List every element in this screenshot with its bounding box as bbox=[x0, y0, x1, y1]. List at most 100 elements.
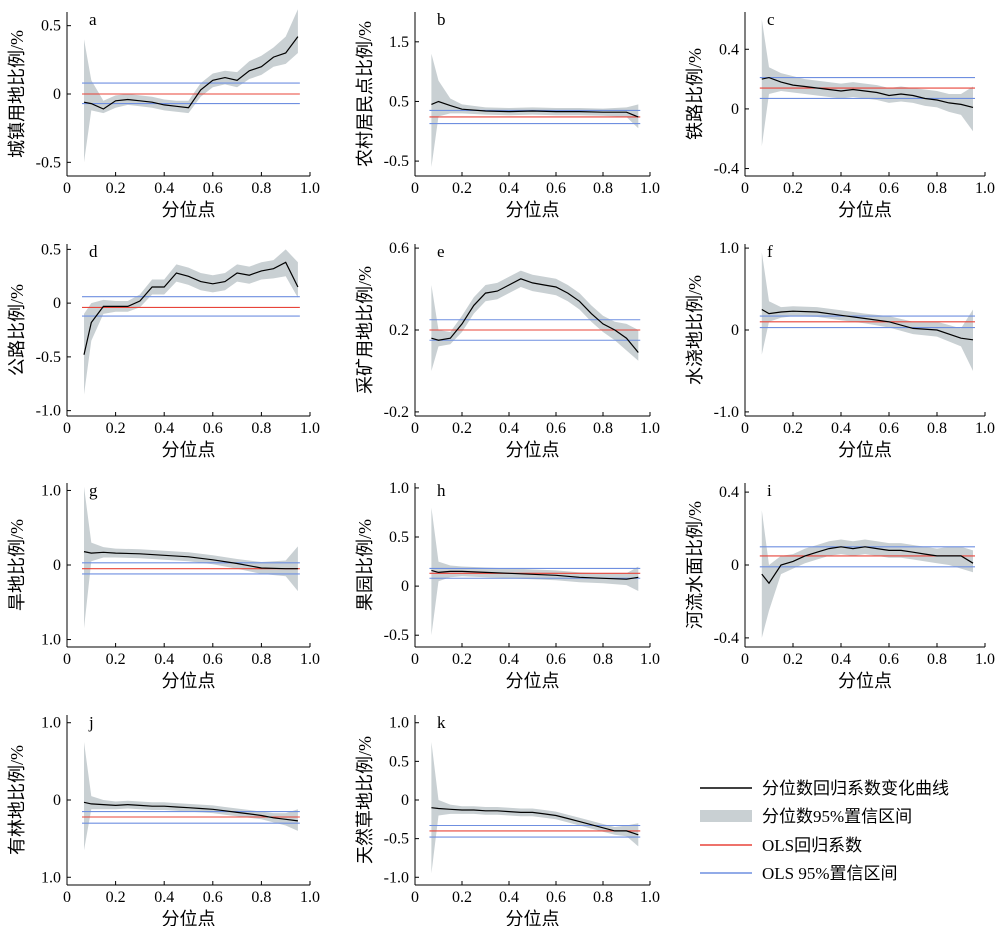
panel-a-x-tick-label: 0.8 bbox=[251, 180, 271, 197]
panel-k-y-tick-label: -0.5 bbox=[384, 831, 409, 848]
panel-i-x-tick-label: 1.0 bbox=[975, 651, 995, 668]
panel-a-y-tick-label: 0.5 bbox=[41, 18, 61, 35]
panel-c-y-tick-label: 0 bbox=[731, 101, 739, 118]
panel-b-x-tick-label: 0.6 bbox=[546, 180, 566, 197]
panel-e: 0 0.2 0.4 0.6 0.8 1.0 -0.2 0.2 0.6 e 分位点 采矿用地比例/% bbox=[355, 240, 660, 460]
panel-j-x-tick-label: 1.0 bbox=[300, 889, 320, 906]
panel-f-x-tick-label: 0.2 bbox=[783, 420, 803, 437]
panel-h-x-axis-label: 分位点 bbox=[506, 671, 560, 691]
panel-i-x-tick-label: 0.2 bbox=[783, 651, 803, 668]
panel-h-letter: h bbox=[437, 481, 446, 500]
panel-a-letter: a bbox=[89, 10, 97, 29]
panel-g-quantile-curve bbox=[83, 551, 298, 570]
panel-b-x-tick-label: 1.0 bbox=[640, 180, 660, 197]
panel-e-x-tick-label: 1.0 bbox=[640, 420, 660, 437]
panel-g-letter: g bbox=[89, 481, 98, 500]
panel-f-x-tick-label: 0.6 bbox=[879, 420, 899, 437]
panel-d: 0 0.2 0.4 0.6 0.8 1.0 -1.0 -0.5 0 0.5 d 分位点 公路比例/% bbox=[7, 241, 320, 460]
panel-f-y-tick-label: 0 bbox=[731, 322, 739, 339]
panel-c-y-tick-label: 0.4 bbox=[719, 41, 739, 58]
panel-j-x-tick-label: 0.6 bbox=[203, 889, 223, 906]
panel-d-y-axis-label: 公路比例/% bbox=[7, 284, 27, 376]
panel-k-y-tick-label: 0 bbox=[401, 792, 409, 809]
panel-k: 0 0.2 0.4 0.6 0.8 1.0 -1.0 -0.5 0 0.5 1.0 k 分位点 天然草地比… bbox=[355, 713, 660, 926]
panel-g-y-tick-label: 1.0 bbox=[41, 482, 61, 499]
panel-k-quantile-curve bbox=[431, 807, 639, 836]
panel-d-letter: d bbox=[89, 242, 98, 261]
panel-f-y-tick-label: 1.0 bbox=[719, 240, 739, 257]
panel-j-y-axis-label: 有林地比例/% bbox=[7, 745, 27, 855]
panel-k-x-tick-label: 0 bbox=[411, 889, 419, 906]
panel-i-y-tick-label: -0.4 bbox=[714, 630, 739, 647]
panel-e-x-tick-label: 0 bbox=[411, 420, 419, 437]
panel-j-y-tick-label: 1.0 bbox=[41, 869, 61, 886]
panel-g-x-axis-label: 分位点 bbox=[162, 671, 216, 691]
panel-a-x-tick-label: 0.2 bbox=[106, 180, 126, 197]
panel-f-x-tick-label: 0.8 bbox=[927, 420, 947, 437]
panel-b-letter: b bbox=[437, 10, 446, 29]
panel-f-x-tick-label: 0.4 bbox=[831, 420, 851, 437]
panel-d-x-tick-label: 0.4 bbox=[154, 420, 174, 437]
panel-h-y-tick-label: 0 bbox=[401, 578, 409, 595]
panel-f-quantile-curve bbox=[761, 308, 974, 341]
panel-d-x-tick-label: 0.2 bbox=[106, 420, 126, 437]
panel-b-quantile-curve bbox=[431, 100, 639, 118]
panel-j-quantile-ci-band bbox=[84, 742, 298, 851]
panel-h-x-tick-label: 0 bbox=[411, 651, 419, 668]
panel-f-letter: f bbox=[767, 242, 773, 261]
panel-e-y-tick-label: -0.2 bbox=[384, 404, 409, 421]
panel-c-letter: c bbox=[767, 10, 775, 29]
panel-k-x-tick-label: 0.2 bbox=[452, 889, 472, 906]
panel-h-x-tick-label: 0.2 bbox=[452, 651, 472, 668]
panel-i-x-tick-label: 0.8 bbox=[927, 651, 947, 668]
panel-c-quantile-ci-band bbox=[761, 19, 973, 147]
panel-k-y-tick-label: 1.0 bbox=[389, 715, 409, 732]
panel-e-x-axis-label: 分位点 bbox=[506, 440, 560, 460]
panel-g-y-axis-label: 旱地比例/% bbox=[7, 519, 27, 611]
panel-h-quantile-curve bbox=[431, 569, 639, 580]
panel-i-x-tick-label: 0.4 bbox=[831, 651, 851, 668]
panel-e-letter: e bbox=[437, 242, 445, 261]
panel-j-quantile-curve bbox=[83, 801, 298, 822]
panel-d-y-tick-label: 0.5 bbox=[41, 241, 61, 258]
panel-e-quantile-curve bbox=[431, 278, 639, 353]
legend-label: 分位数95%置信区间 bbox=[762, 807, 912, 826]
panel-e-y-axis-label: 采矿用地比例/% bbox=[355, 266, 375, 394]
panel-f-y-tick-label: -1.0 bbox=[714, 404, 739, 421]
panel-j-x-tick-label: 0 bbox=[63, 889, 71, 906]
panel-a-x-tick-label: 0 bbox=[63, 180, 71, 197]
panel-g-y-tick-label: 0 bbox=[53, 557, 61, 574]
panel-f-x-tick-label: 1.0 bbox=[975, 420, 995, 437]
panel-i-x-tick-label: 0.6 bbox=[879, 651, 899, 668]
panel-d-x-axis-label: 分位点 bbox=[162, 440, 216, 460]
panel-a-x-tick-label: 0.6 bbox=[203, 180, 223, 197]
panel-c-y-axis-label: 铁路比例/% bbox=[685, 48, 705, 140]
panel-b-x-tick-label: 0.4 bbox=[499, 180, 519, 197]
panel-g-y-tick-label: 1.0 bbox=[41, 632, 61, 649]
panel-b-x-tick-label: 0.8 bbox=[593, 180, 613, 197]
panel-i-y-tick-label: 0 bbox=[731, 557, 739, 574]
panel-d-y-tick-label: -1.0 bbox=[36, 403, 61, 420]
panel-b-x-tick-label: 0 bbox=[411, 180, 419, 197]
panel-h-x-tick-label: 0.4 bbox=[499, 651, 519, 668]
panel-b-y-axis-label: 农村居民点比例/% bbox=[355, 21, 375, 167]
panel-d-x-tick-label: 1.0 bbox=[300, 420, 320, 437]
panel-j-y-tick-label: 0 bbox=[53, 792, 61, 809]
panel-g-x-tick-label: 0 bbox=[63, 651, 71, 668]
panel-a-y-tick-label: 0 bbox=[53, 86, 61, 103]
panel-a-y-tick-label: -0.5 bbox=[36, 154, 61, 171]
panel-b-y-tick-label: 1.5 bbox=[389, 34, 409, 51]
panel-j-x-tick-label: 0.4 bbox=[154, 889, 174, 906]
panel-d-x-tick-label: 0 bbox=[63, 420, 71, 437]
panel-i-quantile-curve bbox=[761, 546, 974, 585]
panel-k-y-axis-label: 天然草地比例/% bbox=[355, 736, 375, 864]
panel-d-x-tick-label: 0.6 bbox=[203, 420, 223, 437]
panel-i-letter: i bbox=[767, 481, 772, 500]
panel-h-quantile-ci-band bbox=[431, 507, 639, 636]
panel-d-y-tick-label: -0.5 bbox=[36, 349, 61, 366]
panel-h-x-tick-label: 0.8 bbox=[593, 651, 613, 668]
panel-e-x-tick-label: 0.8 bbox=[593, 420, 613, 437]
